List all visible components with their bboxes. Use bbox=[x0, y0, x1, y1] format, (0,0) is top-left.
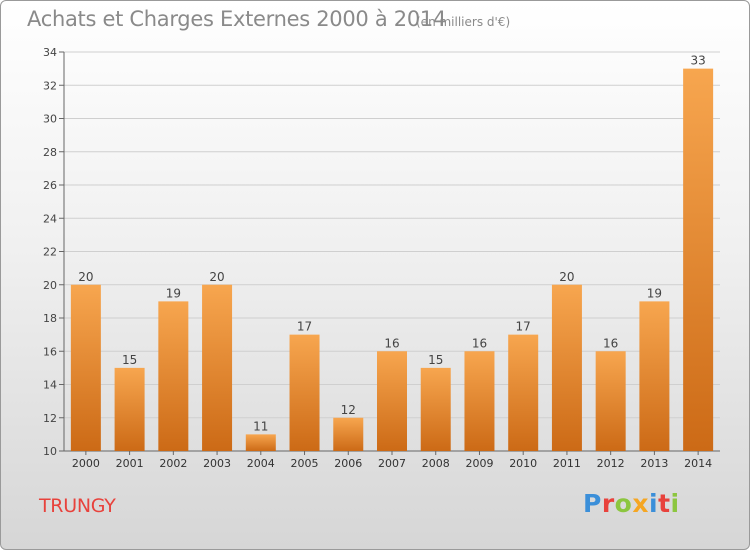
data-label-2009: 16 bbox=[472, 336, 487, 350]
data-label-2013: 19 bbox=[647, 286, 662, 300]
x-tick-label-2013: 2013 bbox=[640, 457, 668, 470]
x-tick-label-2001: 2001 bbox=[116, 457, 144, 470]
data-label-2001: 15 bbox=[122, 353, 137, 367]
data-label-2002: 19 bbox=[166, 286, 181, 300]
x-tick-label-2012: 2012 bbox=[597, 457, 625, 470]
y-tick-label: 34 bbox=[43, 46, 57, 59]
y-tick-label: 14 bbox=[43, 379, 57, 392]
x-tick-label-2007: 2007 bbox=[378, 457, 406, 470]
data-label-2011: 20 bbox=[559, 270, 574, 284]
bar-2005 bbox=[289, 334, 320, 451]
x-tick-label-2010: 2010 bbox=[509, 457, 537, 470]
y-tick-label: 12 bbox=[43, 412, 57, 425]
bar-2010 bbox=[508, 334, 539, 451]
data-label-2014: 33 bbox=[690, 54, 705, 68]
label-layer: 20 2000 15 2001 19 2002 20 2003 11 2004 17 2005 12 20… bbox=[72, 54, 712, 470]
chart-subtitle: (en milliers d'€) bbox=[416, 15, 511, 29]
y-tick-label: 28 bbox=[43, 146, 57, 159]
y-tick-label: 10 bbox=[43, 445, 57, 458]
data-label-2012: 16 bbox=[603, 336, 618, 350]
bar-2003 bbox=[202, 284, 233, 451]
bar-2007 bbox=[377, 351, 407, 451]
bar-2006 bbox=[333, 417, 364, 451]
y-tick-label: 16 bbox=[43, 345, 57, 358]
x-tick-label-2003: 2003 bbox=[203, 457, 231, 470]
x-tick-label-2014: 2014 bbox=[684, 457, 712, 470]
y-tick-label: 22 bbox=[43, 246, 57, 259]
bar-2013 bbox=[639, 301, 670, 451]
x-tick-label-2008: 2008 bbox=[422, 457, 450, 470]
data-label-2000: 20 bbox=[78, 270, 93, 284]
x-tick-label-2000: 2000 bbox=[72, 457, 100, 470]
bar-2009 bbox=[464, 351, 495, 451]
data-label-2006: 12 bbox=[341, 403, 356, 417]
y-tick-label: 18 bbox=[43, 312, 57, 325]
bar-2000 bbox=[70, 284, 101, 451]
data-label-2003: 20 bbox=[209, 270, 224, 284]
proxiti-logo: Proxiti bbox=[583, 489, 680, 518]
y-tick-label: 24 bbox=[43, 212, 57, 225]
y-tick-label: 30 bbox=[43, 113, 57, 126]
bar-2012 bbox=[595, 351, 626, 451]
data-label-2007: 16 bbox=[384, 336, 399, 350]
bar-2004 bbox=[245, 434, 276, 451]
data-label-2004: 11 bbox=[253, 419, 268, 433]
data-label-2010: 17 bbox=[516, 320, 531, 334]
bar-2014 bbox=[683, 68, 714, 451]
data-label-2005: 17 bbox=[297, 320, 312, 334]
chart-title: Achats et Charges Externes 2000 à 2014 bbox=[27, 7, 447, 31]
x-tick-label-2004: 2004 bbox=[247, 457, 275, 470]
bar-2002 bbox=[158, 301, 189, 451]
y-tick-label: 32 bbox=[43, 79, 57, 92]
bar-layer bbox=[70, 68, 714, 451]
x-tick-label-2009: 2009 bbox=[465, 457, 493, 470]
x-tick-label-2011: 2011 bbox=[553, 457, 581, 470]
y-tick-label: 26 bbox=[43, 179, 57, 192]
y-tick-label: 20 bbox=[43, 279, 57, 292]
bar-2011 bbox=[551, 284, 582, 451]
x-tick-label-2002: 2002 bbox=[159, 457, 187, 470]
bar-2008 bbox=[420, 367, 451, 451]
x-tick-label-2006: 2006 bbox=[334, 457, 362, 470]
bar-2001 bbox=[114, 367, 145, 451]
commune-name: TRUNGY bbox=[39, 495, 116, 517]
data-label-2008: 15 bbox=[428, 353, 443, 367]
x-tick-label-2005: 2005 bbox=[291, 457, 319, 470]
